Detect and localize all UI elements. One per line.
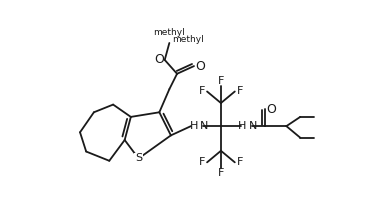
Text: O: O — [266, 103, 276, 116]
Text: F: F — [199, 87, 205, 97]
Text: methyl: methyl — [172, 35, 203, 44]
Text: F: F — [218, 76, 224, 87]
Text: O: O — [195, 60, 205, 72]
Text: O: O — [154, 53, 164, 66]
Text: F: F — [199, 157, 205, 167]
Text: F: F — [237, 157, 243, 167]
Text: N: N — [200, 121, 209, 131]
Text: N: N — [249, 121, 257, 131]
Text: methyl: methyl — [153, 28, 185, 37]
Text: H: H — [238, 121, 246, 131]
Text: H: H — [190, 121, 198, 131]
Text: S: S — [135, 153, 142, 163]
Text: F: F — [218, 168, 224, 178]
Text: F: F — [237, 87, 243, 97]
